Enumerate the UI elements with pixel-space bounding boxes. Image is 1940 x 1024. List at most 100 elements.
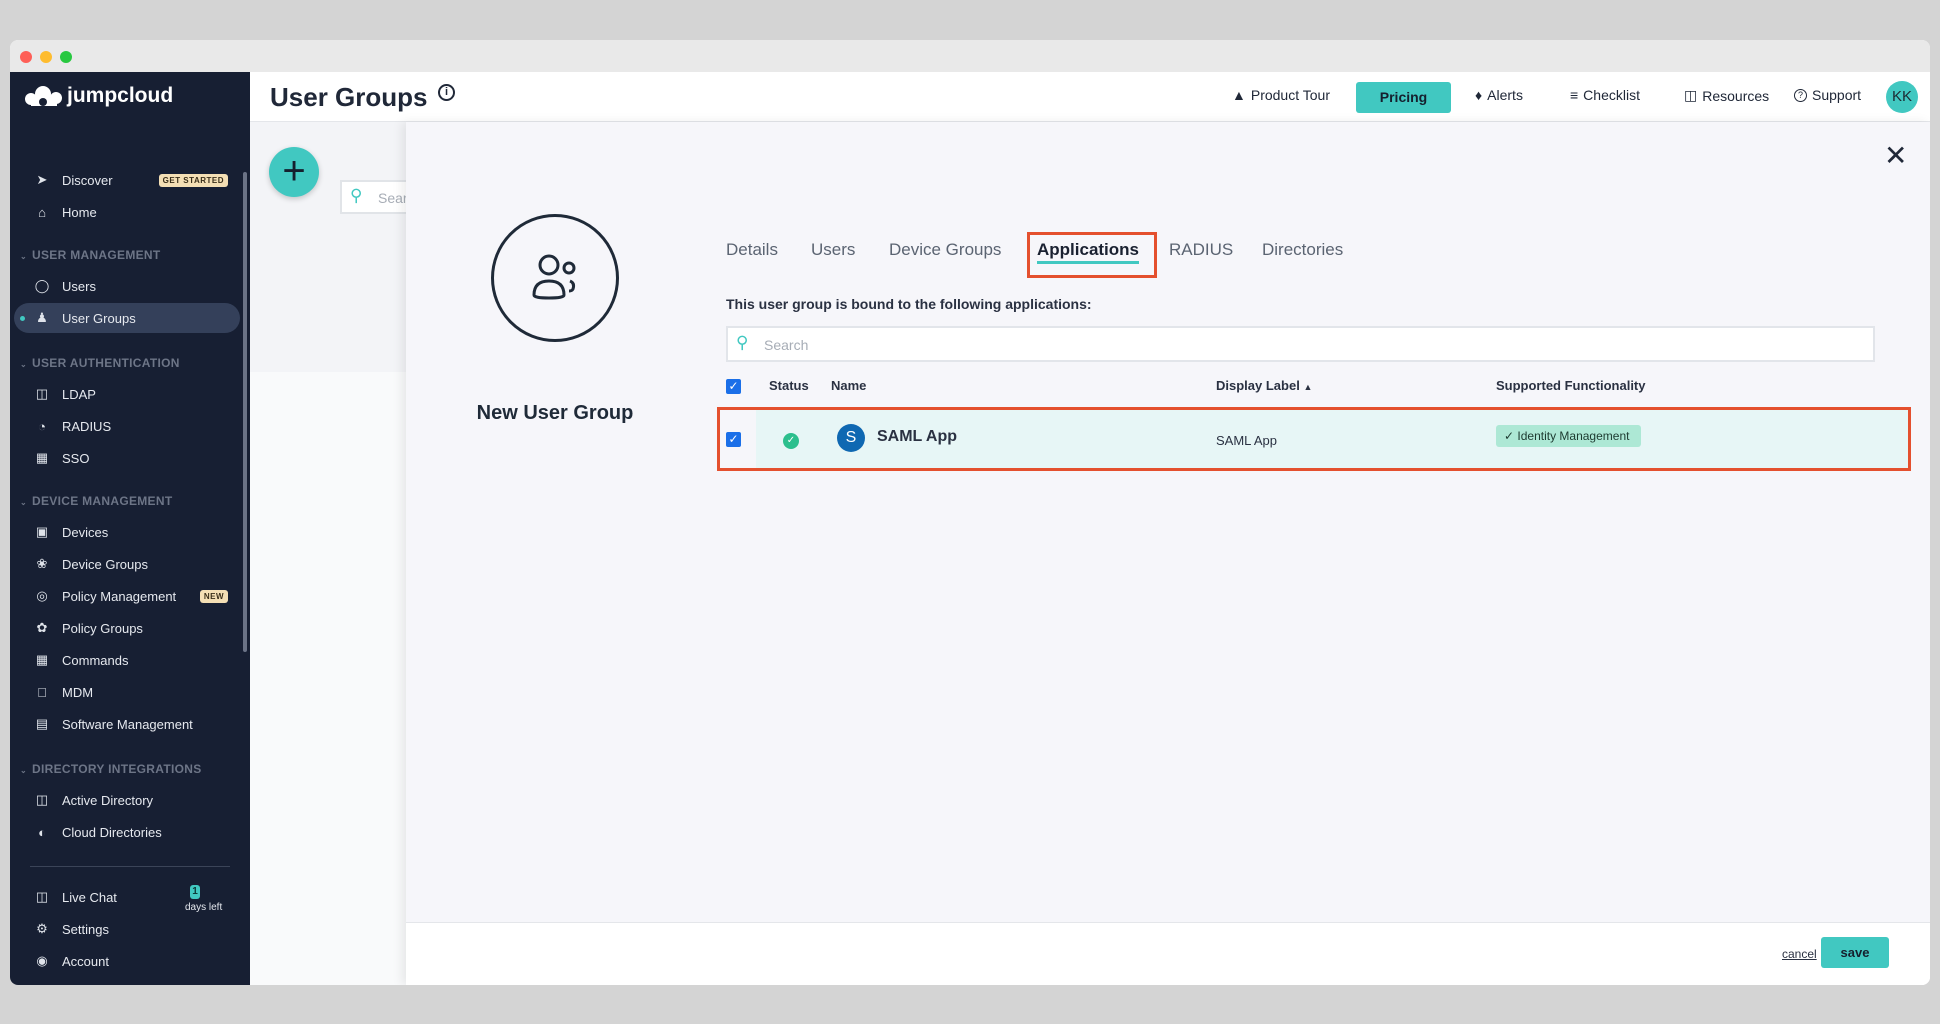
tab-users[interactable]: Users: [811, 240, 856, 259]
apple-icon: : [34, 684, 50, 700]
column-display-label[interactable]: Display Label ▲: [1216, 378, 1312, 393]
sidebar-item-home[interactable]: ⌂ Home: [10, 197, 250, 227]
resources-label: Resources: [1702, 87, 1770, 104]
sidebar-item-label: MDM: [62, 684, 94, 700]
close-panel-button[interactable]: ✕: [1884, 140, 1908, 171]
row-checkbox[interactable]: ✓: [726, 432, 741, 447]
sidebar-section-header[interactable]: ⌄ DIRECTORY INTEGRATIONS: [20, 762, 202, 776]
checklist-link[interactable]: ≡ Checklist: [1570, 87, 1640, 103]
sidebar-item-collapse-menu[interactable]: ⊖Collapse Menu: [10, 979, 250, 985]
highlight-box: [1027, 232, 1157, 278]
sidebar-item-mdm[interactable]:  MDM: [10, 677, 250, 707]
sidebar-item-software-management[interactable]: ▤ Software Management: [10, 709, 250, 739]
select-all-checkbox[interactable]: ✓: [726, 379, 741, 394]
title-bar: [10, 40, 1930, 72]
sidebar-item-label: Discover: [62, 172, 113, 188]
sidebar-item-settings[interactable]: ⚙ Settings: [10, 914, 250, 944]
sidebar-item-policy-management[interactable]: ◎ Policy Management NEW: [10, 581, 250, 611]
functionality-text: Identity Management: [1517, 429, 1630, 443]
sidebar-item-label: RADIUS: [62, 418, 112, 434]
sidebar-item-label: Devices: [62, 524, 109, 540]
search-icon: ⚲: [736, 333, 749, 352]
save-button[interactable]: save: [1821, 937, 1889, 968]
sidebar-scrollbar[interactable]: [243, 172, 247, 652]
sidebar-item-device-groups[interactable]: ❀ Device Groups: [10, 549, 250, 579]
users-icon: [532, 254, 576, 300]
sort-ascending-icon: ▲: [1303, 382, 1313, 392]
section-title: DIRECTORY INTEGRATIONS: [32, 762, 202, 776]
terminal-icon: ▦: [35, 652, 49, 667]
sidebar-item-label: SSO: [62, 450, 90, 466]
sidebar-item-label: Cloud Directories: [62, 824, 162, 840]
pricing-button[interactable]: Pricing: [1356, 82, 1451, 113]
resources-link[interactable]: ◫ Resources: [1684, 87, 1769, 104]
app-name[interactable]: SAML App: [877, 428, 957, 445]
minimize-window-button[interactable]: [40, 51, 52, 63]
user-avatar[interactable]: KK: [1886, 81, 1918, 113]
support-link[interactable]: ? Support: [1794, 87, 1861, 103]
sidebar-section-header[interactable]: ⌄ DEVICE MANAGEMENT: [20, 494, 172, 508]
tab-details[interactable]: Details: [726, 240, 778, 259]
sidebar-item-cloud-directories[interactable]: ◐ Cloud Directories: [10, 817, 250, 847]
radius-icon: ◔: [38, 418, 46, 434]
group-detail-panel: ✕ New User Group Details Users Device Gr…: [406, 122, 1930, 985]
info-icon[interactable]: i: [438, 84, 455, 101]
sidebar-item-label: Commands: [62, 652, 129, 668]
table-row[interactable]: ✓ ✓ S SAML App SAML App ✓ Identity Manag…: [717, 407, 1911, 471]
cancel-button[interactable]: cancel: [1782, 947, 1817, 961]
top-header: User Groups i ▲ Product Tour Pricing ♦ Ale…: [250, 72, 1930, 122]
alerts-link[interactable]: ♦ Alerts: [1475, 87, 1523, 103]
sidebar-item-policy-groups[interactable]: ✿ Policy Groups: [10, 613, 250, 643]
rocket-icon: ➤: [36, 172, 48, 187]
sidebar-item-live-chat[interactable]: ◫ Live Chat: [10, 882, 250, 912]
check-icon: ✓: [1504, 429, 1518, 443]
column-supported-functionality[interactable]: Supported Functionality: [1496, 378, 1646, 393]
app-display-label: SAML App: [1216, 433, 1277, 448]
sidebar-item-label: Settings: [62, 921, 109, 937]
app-window: jumpcloud ➤ Discover GET STARTED ⌂ Home ⌄ USER…: [10, 40, 1930, 985]
sidebar-item-label: Home: [62, 204, 97, 220]
laptop-icon: ▤: [35, 716, 49, 731]
sidebar-section-header[interactable]: ⌄ USER AUTHENTICATION: [20, 356, 180, 370]
sidebar-badge: NEW: [199, 589, 228, 603]
sidebar-item-active-directory[interactable]: ◫ Active Directory: [10, 785, 250, 815]
sidebar-item-devices[interactable]: ▣ Devices: [10, 517, 250, 547]
applications-search-input[interactable]: ⚲ Search: [726, 326, 1875, 362]
sidebar-item-account[interactable]: ◉ Account: [10, 946, 250, 976]
column-name[interactable]: Name: [831, 378, 867, 393]
app-avatar: S: [837, 424, 865, 452]
sidebar-item-ldap[interactable]: ◫ LDAP: [10, 379, 250, 409]
sidebar-section-header[interactable]: ⌄ USER MANAGEMENT: [20, 248, 161, 262]
sidebar-item-users[interactable]: ◯ Users: [10, 271, 250, 301]
sidebar-item-radius[interactable]: ◔ RADIUS: [10, 411, 250, 441]
panel-footer: cancel save: [406, 922, 1930, 985]
add-group-button[interactable]: +: [269, 147, 319, 197]
devices-icon: ▣: [35, 524, 49, 539]
sidebar-item-commands[interactable]: ▦ Commands: [10, 645, 250, 675]
applications-description: This user group is bound to the followin…: [726, 296, 1092, 312]
group-name: New User Group: [476, 402, 634, 424]
divider: [30, 866, 230, 867]
status-active-icon: ✓: [783, 433, 799, 449]
tab-radius[interactable]: RADIUS: [1169, 240, 1234, 259]
sidebar-item-discover[interactable]: ➤ Discover GET STARTED: [10, 165, 250, 195]
chevron-down-icon: ⌄: [20, 252, 28, 261]
sidebar: jumpcloud ➤ Discover GET STARTED ⌂ Home ⌄ USER…: [10, 72, 250, 985]
tab-applications[interactable]: Applications: [1037, 240, 1140, 264]
users-icon: ♟: [36, 310, 48, 325]
column-status[interactable]: Status: [769, 378, 809, 393]
product-tour-link[interactable]: ▲ Product Tour: [1232, 87, 1330, 103]
logo[interactable]: jumpcloud: [24, 84, 173, 108]
tab-device-groups[interactable]: Device Groups: [889, 240, 1002, 259]
book-icon: ◫: [1684, 87, 1698, 103]
sidebar-item-label: User Groups: [62, 310, 136, 326]
policy-groups-icon: ✿: [36, 620, 48, 635]
sidebar-item-sso[interactable]: ▦ SSO: [10, 443, 250, 473]
cloud-logo-icon: [24, 86, 64, 106]
ldap-icon: ◫: [35, 386, 49, 401]
close-window-button[interactable]: [20, 51, 32, 63]
maximize-window-button[interactable]: [60, 51, 72, 63]
sidebar-item-user-groups[interactable]: ♟ User Groups: [14, 303, 240, 333]
sidebar-item-label: Software Management: [62, 716, 193, 732]
tab-directories[interactable]: Directories: [1262, 240, 1344, 259]
